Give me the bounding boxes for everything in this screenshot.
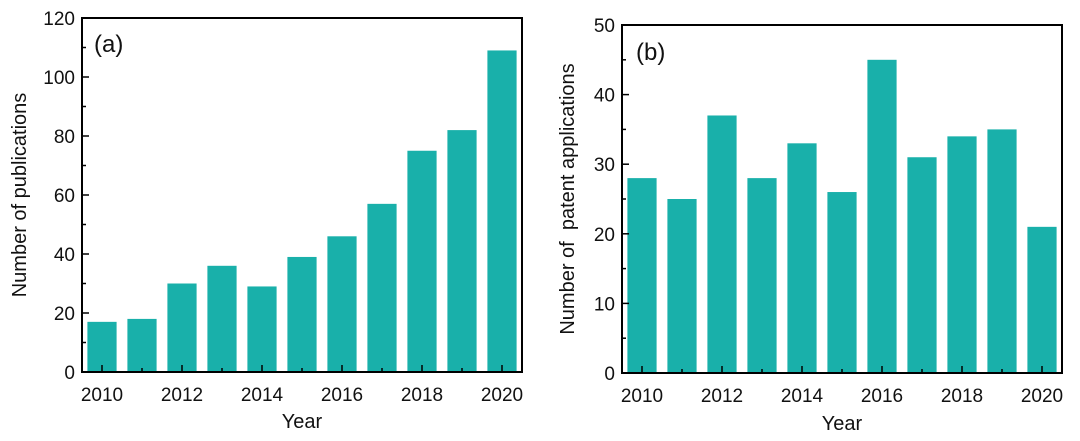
y-tick-label: 50: [594, 16, 615, 37]
x-tick-label: 2018: [401, 385, 443, 406]
bar-2011: [127, 318, 157, 372]
x-tick-label: 2020: [1021, 386, 1063, 407]
y-tick-label: 20: [54, 304, 75, 325]
y-tick-label: 120: [43, 9, 75, 30]
chart-panel-b: 0 10 20 30 40 50 2010 2012 2014 2016 2018 2020 Year N…: [557, 16, 1063, 435]
bar-2013: [747, 178, 777, 373]
bar-2017: [907, 157, 937, 373]
bar-2020: [487, 50, 517, 372]
y-tick-label: 60: [54, 186, 75, 207]
panel-label: (a): [94, 31, 123, 58]
bar-2010: [87, 321, 117, 372]
bar-2016: [327, 236, 357, 372]
y-tick-label: 100: [43, 68, 75, 89]
x-tick-label: 2018: [941, 386, 983, 407]
y-tick-label: 30: [594, 155, 615, 176]
y-tick-label: 0: [64, 363, 75, 384]
y-tick-label: 40: [54, 245, 75, 266]
bar-2018: [947, 136, 977, 373]
y-axis-title: Number of patent applications: [557, 63, 579, 334]
x-tick-label: 2016: [861, 386, 903, 407]
bar-2013: [207, 265, 237, 372]
x-tick-label: 2020: [481, 385, 523, 406]
y-tick-label: 10: [594, 294, 615, 315]
x-tick-label: 2010: [81, 385, 123, 406]
x-axis-title: Year: [282, 411, 323, 433]
bar-2015: [287, 256, 317, 372]
y-tick-label: 40: [594, 86, 615, 107]
x-tick-label: 2014: [241, 385, 284, 406]
bar-2019: [987, 129, 1017, 373]
x-tick-label: 2012: [161, 385, 203, 406]
x-tick-label: 2012: [701, 386, 743, 407]
y-tick-label: 20: [594, 225, 615, 246]
x-tick-label: 2010: [621, 386, 663, 407]
x-tick-label: 2014: [781, 386, 824, 407]
y-tick-label: 80: [54, 127, 75, 148]
bar-2010: [627, 178, 657, 373]
x-axis-title: Year: [822, 413, 863, 435]
chart-panel-a: 0 20 40 60 80 100 120 2010 2012 2014 2016 2018 2020 Y…: [9, 9, 523, 433]
x-tick-label: 2016: [321, 385, 363, 406]
bar-2014: [787, 143, 817, 373]
bar-2015: [827, 192, 857, 373]
y-axis-title: Number of publications: [9, 93, 31, 298]
panel-label: (b): [636, 39, 665, 66]
bar-2016: [867, 59, 897, 374]
bar-2020: [1027, 226, 1057, 373]
bar-2019: [447, 130, 477, 372]
bar-2011: [667, 199, 697, 373]
bar-2012: [707, 115, 737, 373]
bar-2012: [167, 283, 197, 372]
bar-2014: [247, 286, 277, 372]
y-tick-label: 0: [604, 364, 615, 385]
bar-2018: [407, 150, 437, 372]
bar-2017: [367, 203, 397, 372]
